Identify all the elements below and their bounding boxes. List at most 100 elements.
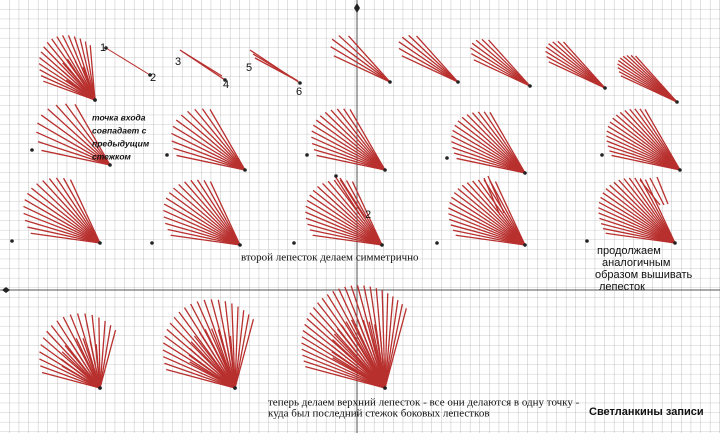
- stitch: [40, 75, 96, 101]
- stitch: [475, 39, 531, 87]
- stitch: [602, 227, 676, 244]
- stitch: [452, 146, 526, 174]
- stitch: [163, 356, 236, 389]
- stitch: [384, 296, 394, 389]
- stitch: [398, 41, 459, 83]
- stitch: [348, 35, 391, 83]
- stitch: [311, 136, 386, 171]
- stitch: [79, 38, 96, 101]
- stitch: [384, 308, 407, 389]
- step-label: 3: [175, 56, 181, 68]
- stitch: [180, 114, 246, 171]
- stitch-point: [383, 386, 387, 390]
- stitch: [381, 290, 386, 389]
- caption-line: образом вышивать: [595, 269, 693, 281]
- stitch: [609, 150, 681, 171]
- stitch: [481, 38, 531, 87]
- stitch-point: [528, 84, 532, 88]
- stitch: [477, 111, 526, 174]
- stitch: [163, 216, 241, 246]
- stitch: [234, 306, 239, 389]
- stitch: [450, 224, 526, 246]
- stitch-point: [673, 241, 677, 245]
- stitch: [451, 141, 526, 174]
- stitch: [351, 181, 383, 246]
- stitch: [175, 119, 246, 171]
- stitch: [362, 319, 386, 389]
- stitch: [605, 232, 676, 244]
- step-labels: 1 2 3 4 5 6 2: [100, 42, 371, 221]
- stitch: [374, 324, 386, 389]
- stitch: [176, 154, 246, 171]
- note-line: точка входа: [92, 112, 146, 122]
- stitch-point: [150, 241, 154, 245]
- stitch: [483, 111, 526, 174]
- signature: Светланкины записи: [589, 406, 704, 418]
- stitch: [466, 114, 526, 174]
- stitch: [309, 229, 383, 246]
- stitch-point: [98, 241, 102, 245]
- stitch: [198, 331, 236, 389]
- stitch: [379, 327, 386, 389]
- caption-line: куда был последний стежок боковых лепест…: [268, 408, 490, 420]
- stitch: [46, 330, 101, 389]
- stitch: [60, 358, 101, 389]
- stitch-point: [305, 153, 309, 157]
- stitch: [457, 120, 526, 174]
- stitch: [384, 300, 399, 389]
- stitch: [488, 39, 531, 87]
- stitch: [471, 42, 531, 87]
- stitch: [224, 332, 236, 389]
- stitch: [656, 176, 669, 205]
- stitch: [639, 178, 676, 244]
- stitch: [173, 187, 241, 246]
- stitch: [466, 182, 526, 246]
- stitch-point: [298, 81, 302, 85]
- stitch: [401, 55, 459, 83]
- stitch: [190, 179, 241, 246]
- stitch: [451, 196, 526, 246]
- stitch: [43, 80, 96, 101]
- stitch: [600, 222, 676, 244]
- stitch: [254, 57, 297, 81]
- stitch-point: [98, 386, 102, 390]
- note-line: стежком: [92, 151, 132, 161]
- stitch: [307, 223, 383, 246]
- stitch: [234, 319, 255, 389]
- stitch: [612, 117, 681, 171]
- stitch-point: [388, 80, 392, 84]
- stitch: [69, 314, 101, 389]
- stitch-point: [243, 168, 247, 172]
- stitch: [62, 62, 96, 101]
- stitch: [452, 229, 526, 246]
- stitch: [166, 368, 236, 389]
- stitch: [489, 180, 526, 246]
- stitch: [37, 140, 111, 166]
- stitch: [613, 181, 676, 244]
- stitch-point: [10, 239, 14, 243]
- stitch: [99, 325, 112, 389]
- stitch: [55, 177, 101, 244]
- stitch: [89, 45, 96, 101]
- stitch: [470, 47, 531, 87]
- stitch: [639, 179, 661, 206]
- stitch: [64, 345, 101, 389]
- stitch: [316, 154, 386, 171]
- stitch: [457, 188, 526, 246]
- stitch: [615, 114, 681, 171]
- stitch: [313, 124, 386, 171]
- stitch: [42, 180, 101, 244]
- stitch: [629, 108, 681, 171]
- stitch: [184, 181, 241, 246]
- stitch: [188, 354, 236, 389]
- stitch: [552, 41, 606, 89]
- stitch-point: [30, 148, 34, 152]
- stitch: [173, 147, 246, 171]
- caption-line: продолжаем: [597, 245, 661, 257]
- stitch: [305, 205, 383, 246]
- stitch: [30, 232, 101, 244]
- step-label: 2: [150, 72, 156, 84]
- stitches: [10, 34, 682, 390]
- stitch: [332, 339, 386, 389]
- stitch: [333, 55, 391, 83]
